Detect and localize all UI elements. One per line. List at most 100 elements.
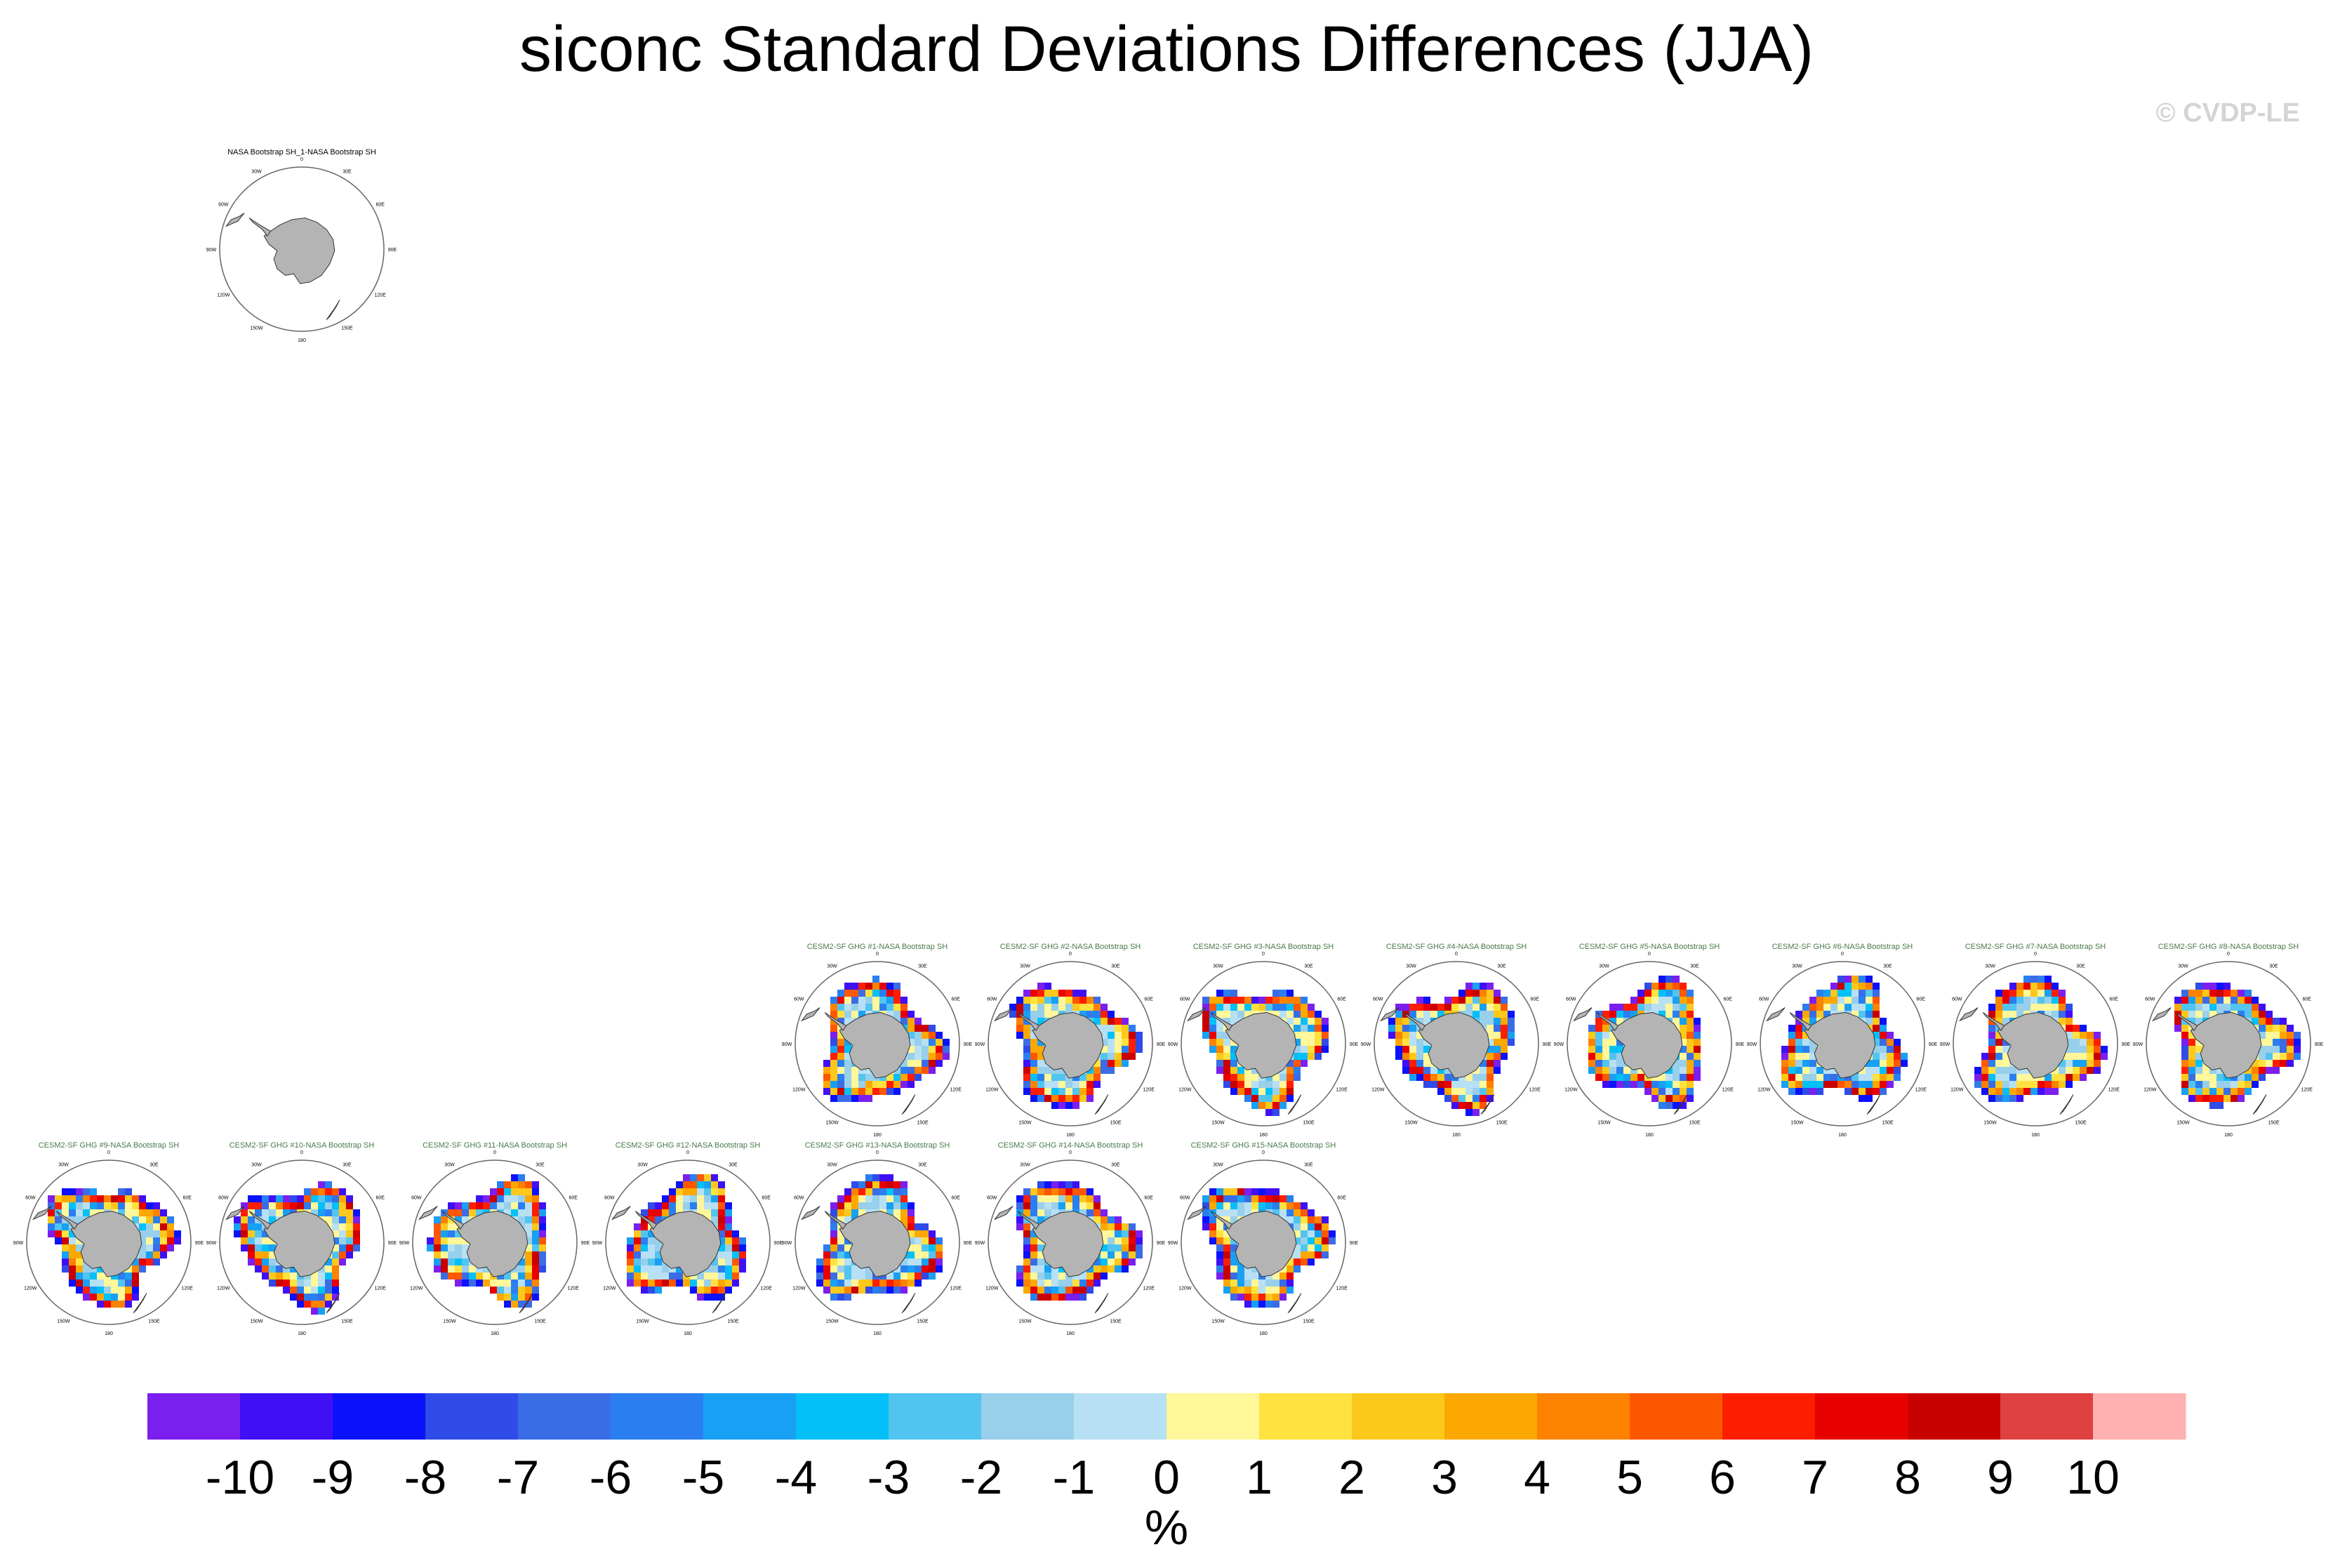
longitude-label: 90W [206, 1241, 217, 1246]
field-cell [518, 1174, 525, 1181]
field-cell [648, 1244, 655, 1251]
field-cell [441, 1244, 448, 1251]
field-cell [1651, 1095, 1659, 1102]
field-cell [346, 1209, 353, 1216]
field-cell [2066, 1053, 2073, 1060]
panel-title: CESM2-SF GHG #13-NASA Bootstrap SH [805, 1141, 950, 1150]
field-cell [648, 1202, 655, 1209]
field-cell [325, 1209, 332, 1216]
field-cell [872, 1202, 879, 1209]
field-cell [725, 1237, 732, 1244]
field-cell [851, 1209, 858, 1216]
field-cell [1272, 1081, 1280, 1088]
field-cell [2073, 1074, 2080, 1081]
map-panel-member-7: CESM2-SF GHG #7-NASA Bootstrap SH030E60E… [1940, 943, 2131, 1138]
field-cell [62, 1209, 69, 1216]
field-cell [1322, 1251, 1329, 1258]
field-cell [511, 1195, 518, 1202]
field-cell [2087, 1060, 2094, 1067]
field-cell [283, 1195, 290, 1202]
field-cell [1644, 1088, 1651, 1095]
field-cell [1287, 1088, 1294, 1095]
field-cell [1402, 1039, 1409, 1046]
field-cell [1079, 1188, 1086, 1195]
field-cell [69, 1195, 76, 1202]
field-cell [1265, 1287, 1272, 1294]
field-cell [2002, 1081, 2009, 1088]
field-cell [90, 1209, 97, 1216]
field-cell [83, 1209, 90, 1216]
colorbar-swatch [1166, 1393, 1260, 1440]
field-cell [908, 1244, 915, 1251]
field-cell [725, 1258, 732, 1265]
field-cell [1995, 1018, 2002, 1025]
field-cell [844, 1244, 851, 1251]
field-cell [118, 1188, 125, 1195]
field-cell [1588, 1046, 1595, 1053]
field-cell [879, 1004, 886, 1011]
field-cell [1315, 1039, 1322, 1046]
field-cell [1079, 1273, 1086, 1280]
colorbar-tick-label: 7 [1802, 1451, 1828, 1504]
field-cell [851, 997, 858, 1004]
field-cell [1480, 990, 1487, 997]
field-cell [132, 1216, 139, 1223]
field-cell [1223, 1280, 1230, 1287]
field-cell [1651, 1074, 1659, 1081]
field-cell [2216, 1067, 2224, 1074]
field-cell [504, 1273, 511, 1280]
field-cell [1487, 990, 1494, 997]
field-cell [1023, 1237, 1030, 1244]
field-cell [441, 1265, 448, 1273]
field-cell [908, 1074, 915, 1081]
field-cell [943, 1046, 950, 1053]
field-cell [1845, 1081, 1852, 1088]
field-cell [648, 1280, 655, 1287]
field-cell [718, 1237, 725, 1244]
map-panel-member-8: CESM2-SF GHG #8-NASA Bootstrap SH030E60E… [2133, 943, 2324, 1138]
field-cell [1666, 1004, 1673, 1011]
field-cell [1315, 1251, 1322, 1258]
field-cell [1859, 1095, 1866, 1102]
field-cell [823, 1088, 830, 1095]
field-cell [532, 1188, 539, 1195]
field-cell [886, 1004, 893, 1011]
field-cell [455, 1216, 462, 1223]
field-cell [1995, 1032, 2002, 1039]
field-cell [711, 1174, 718, 1181]
field-cell [690, 1287, 697, 1294]
field-cell [55, 1216, 62, 1223]
field-cell [332, 1280, 339, 1287]
field-cell [1823, 990, 1830, 997]
field-cell [2101, 1053, 2108, 1060]
field-cell [2294, 1032, 2301, 1039]
field-cell [1079, 997, 1086, 1004]
field-cell [146, 1202, 153, 1209]
field-cell [1995, 990, 2002, 997]
field-cell [865, 1265, 872, 1273]
field-cell [1030, 1018, 1037, 1025]
field-cell [476, 1273, 483, 1280]
field-cell [1237, 1287, 1244, 1294]
field-cell [269, 1280, 276, 1287]
field-cell [879, 1188, 886, 1195]
field-cell [525, 1216, 532, 1223]
colorbar-swatch [1074, 1393, 1167, 1440]
field-cell [2009, 1081, 2016, 1088]
field-cell [1409, 1053, 1416, 1060]
field-cell [844, 1294, 851, 1301]
field-cell [1030, 1273, 1037, 1280]
field-cell [1237, 1074, 1244, 1081]
field-cell [111, 1294, 118, 1301]
field-cell [1037, 1053, 1044, 1060]
field-cell [1037, 1004, 1044, 1011]
field-cell [462, 1251, 469, 1258]
field-cell [1816, 1011, 1823, 1018]
field-cell [2016, 1081, 2023, 1088]
field-cell [2238, 1095, 2245, 1102]
field-cell [1487, 1081, 1494, 1088]
field-cell [830, 1060, 837, 1067]
field-cell [2188, 1018, 2195, 1025]
field-cell [1880, 1088, 1887, 1095]
field-cell [1887, 1053, 1894, 1060]
